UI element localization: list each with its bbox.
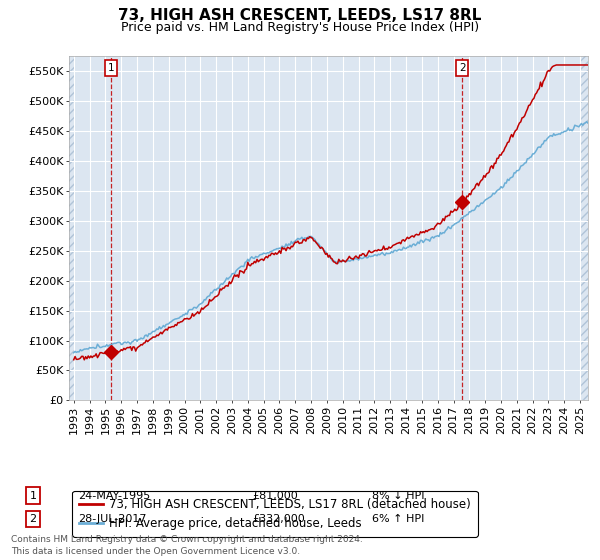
Text: 2: 2 [459,63,466,73]
Text: Price paid vs. HM Land Registry's House Price Index (HPI): Price paid vs. HM Land Registry's House … [121,21,479,34]
Text: Contains HM Land Registry data © Crown copyright and database right 2024.
This d: Contains HM Land Registry data © Crown c… [11,535,362,556]
Text: 8% ↓ HPI: 8% ↓ HPI [372,491,425,501]
Text: 1: 1 [29,491,37,501]
Text: 6% ↑ HPI: 6% ↑ HPI [372,514,424,524]
Text: £81,000: £81,000 [252,491,298,501]
Text: 24-MAY-1995: 24-MAY-1995 [78,491,150,501]
Bar [580,56,588,400]
Text: £332,000: £332,000 [252,514,305,524]
Legend: 73, HIGH ASH CRESCENT, LEEDS, LS17 8RL (detached house), HPI: Average price, det: 73, HIGH ASH CRESCENT, LEEDS, LS17 8RL (… [73,491,478,536]
Text: 2: 2 [29,514,37,524]
Text: 73, HIGH ASH CRESCENT, LEEDS, LS17 8RL: 73, HIGH ASH CRESCENT, LEEDS, LS17 8RL [118,8,482,24]
Text: 1: 1 [108,63,115,73]
Text: 28-JUL-2017: 28-JUL-2017 [78,514,146,524]
Bar [69,56,74,400]
